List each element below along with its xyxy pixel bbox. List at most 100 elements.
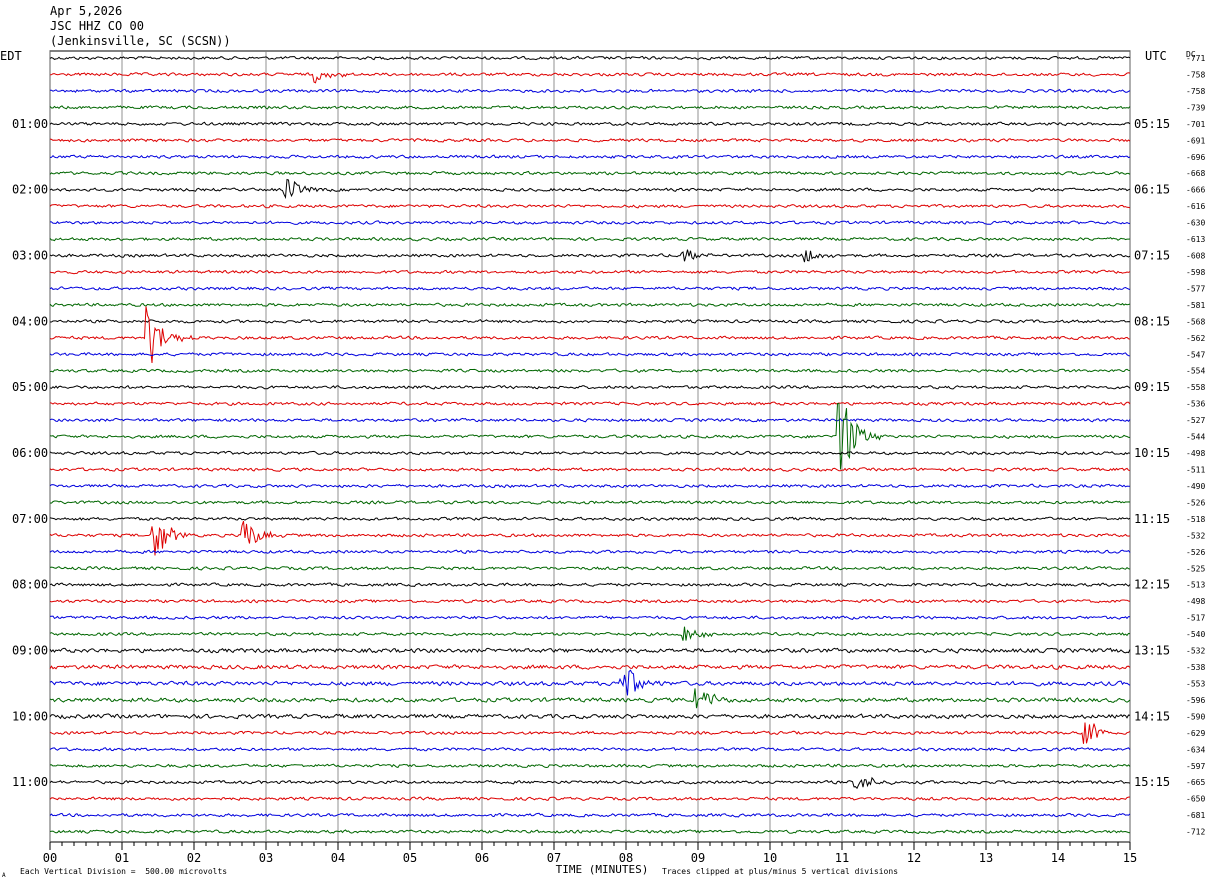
hour-label-edt: 03:00 [12, 249, 48, 263]
seismic-trace [49, 664, 1131, 670]
dc-offset-label: -527 [1186, 416, 1205, 425]
dc-offset-label: -517 [1186, 614, 1205, 623]
x-tick-label: 15 [1123, 851, 1137, 865]
timezone-left: EDT [0, 49, 22, 63]
dc-offset-label: -613 [1186, 235, 1205, 244]
dc-offset-label: -581 [1186, 301, 1205, 310]
seismic-trace [49, 582, 1131, 588]
traces [49, 55, 1131, 834]
seismic-trace [49, 647, 1131, 654]
seismic-trace [49, 203, 1131, 209]
dc-offset-label: -540 [1186, 630, 1205, 639]
seismic-trace [49, 450, 1131, 456]
seismic-trace [50, 220, 1131, 225]
seismic-trace [49, 747, 1131, 752]
dc-offset-label: -629 [1186, 729, 1205, 738]
seismic-trace [49, 105, 1131, 110]
dc-offset-label: -518 [1186, 515, 1205, 524]
dc-offset-label: -681 [1186, 811, 1205, 820]
hour-label-utc: 07:15 [1134, 249, 1170, 263]
seismic-trace [49, 549, 1131, 555]
dc-offset-label: -650 [1186, 795, 1205, 804]
hour-label-utc: 13:15 [1134, 644, 1170, 658]
header-station: JSC HHZ CO 00 [50, 19, 144, 33]
dc-offset-label: -616 [1186, 202, 1205, 211]
plot-frame [49, 50, 1131, 843]
seismic-trace [49, 249, 1131, 263]
hour-label-utc: 12:15 [1134, 578, 1170, 592]
dc-offset-label: -490 [1186, 482, 1205, 491]
seismic-trace [49, 269, 1131, 275]
hour-label-utc: 08:15 [1134, 314, 1170, 328]
dc-offset-label: -538 [1186, 663, 1205, 672]
scale-note: Each Vertical Division = 500.00 microvol… [20, 867, 228, 876]
dc-offset-label: -758 [1186, 87, 1205, 96]
x-tick-label: 05 [403, 851, 417, 865]
dc-offset-label: -634 [1186, 745, 1205, 754]
hour-label-utc: 10:15 [1134, 446, 1170, 460]
seismic-trace [49, 138, 1131, 143]
seismic-trace [49, 467, 1131, 472]
x-tick-label: 09 [691, 851, 705, 865]
seismic-trace [49, 713, 1131, 720]
dc-offset-label: -562 [1186, 334, 1205, 343]
hour-label-utc: 09:15 [1134, 380, 1170, 394]
dc-offset-label: -525 [1186, 564, 1205, 573]
dc-offset-label: -568 [1186, 317, 1205, 326]
seismic-trace [49, 368, 1131, 374]
dc-offset-label: -691 [1186, 136, 1205, 145]
dc-offset-label: -547 [1186, 350, 1205, 359]
seismic-trace [49, 516, 1131, 522]
dc-offset-label: -532 [1186, 647, 1205, 656]
dc-offset-label: -513 [1186, 581, 1205, 590]
hour-label-edt: 06:00 [12, 446, 48, 460]
hour-label-edt: 01:00 [12, 117, 48, 131]
x-tick-label: 00 [43, 851, 57, 865]
hour-label-utc: 05:15 [1134, 117, 1170, 131]
seismic-trace [49, 615, 1131, 620]
seismic-trace [49, 500, 1131, 505]
header-location: (Jenkinsville, SC (SCSN)) [50, 34, 231, 48]
seismic-trace [49, 520, 1131, 556]
dc-offset-label: -596 [1186, 696, 1205, 705]
seismic-trace [49, 72, 1131, 84]
seismic-trace [49, 829, 1131, 834]
dc-offset-label: -701 [1186, 120, 1205, 129]
dc-offset-label: -739 [1186, 103, 1205, 112]
hour-label-edt: 09:00 [12, 644, 48, 658]
hour-label-utc: 06:15 [1134, 183, 1170, 197]
hour-label-edt: 04:00 [12, 314, 48, 328]
dc-offset-label: -544 [1186, 433, 1205, 442]
hour-label-edt: 02:00 [12, 183, 48, 197]
dc-offset-label: -590 [1186, 712, 1205, 721]
seismic-trace [49, 403, 1131, 470]
x-tick-label: 03 [259, 851, 273, 865]
seismic-trace [49, 154, 1131, 159]
hour-label-utc: 14:15 [1134, 709, 1170, 723]
dc-offset-label: -597 [1186, 762, 1205, 771]
seismic-trace [49, 483, 1131, 489]
seismic-trace [49, 417, 1131, 423]
labels: 00 01 02 03 04 05 06 07 08 09 10 11 12 13 14 15 -771 -758… [12, 54, 1205, 865]
x-tick-label: 01 [115, 851, 129, 865]
dc-offset-label: -526 [1186, 498, 1205, 507]
hour-label-utc: 11:15 [1134, 512, 1170, 526]
seismic-trace [49, 688, 1131, 709]
dc-offset-label: -498 [1186, 597, 1205, 606]
seismic-trace [49, 302, 1131, 308]
x-tick-label: 13 [979, 851, 993, 865]
corner-mark: A [2, 872, 6, 879]
dc-offset-label: -712 [1186, 828, 1205, 837]
seismic-trace [49, 669, 1131, 696]
hour-label-edt: 10:00 [12, 709, 48, 723]
seismic-trace [49, 626, 1131, 641]
seismic-trace [49, 385, 1131, 390]
seismic-trace [49, 170, 1131, 176]
x-tick-label: 11 [835, 851, 849, 865]
seismic-trace [50, 319, 1131, 324]
x-tick-label: 10 [763, 851, 777, 865]
seismic-trace [49, 178, 1131, 200]
seismic-trace [49, 796, 1131, 801]
dc-offset-label: -558 [1186, 383, 1205, 392]
hour-label-edt: 08:00 [12, 578, 48, 592]
